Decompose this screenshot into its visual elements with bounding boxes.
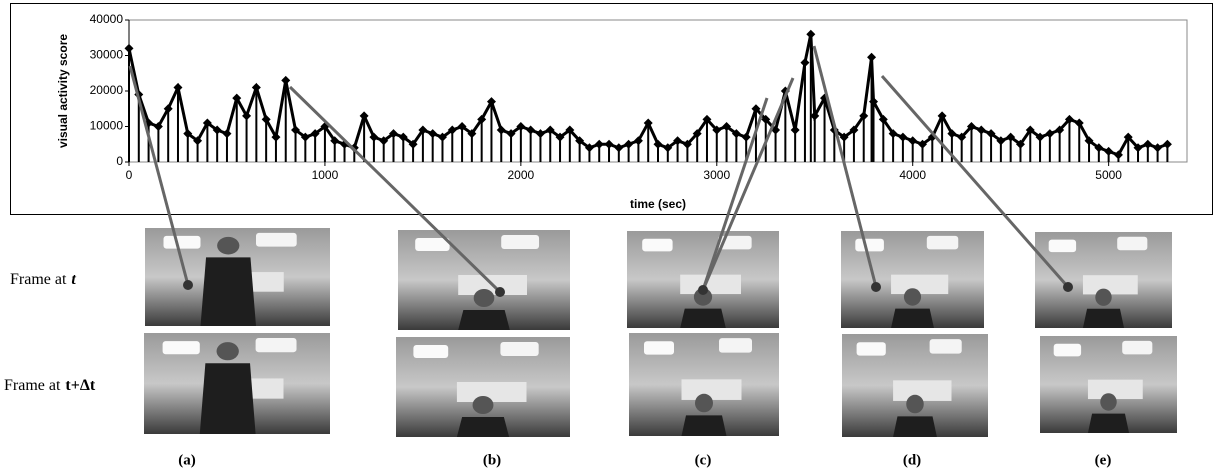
person-head (217, 237, 239, 255)
chart-frame (11, 4, 1213, 215)
figure: visual activity score time (sec) 0100002… (0, 0, 1215, 470)
ceiling-light (927, 236, 958, 250)
panel-label: (c) (695, 452, 712, 468)
x-tick-label: 2000 (508, 168, 535, 182)
ceiling-light (164, 236, 201, 249)
person-body (200, 363, 256, 434)
ceiling-light (256, 233, 297, 247)
y-tick-label: 20000 (90, 83, 124, 97)
row-label-var: t (71, 271, 76, 288)
wall (891, 275, 948, 294)
wall (457, 382, 527, 402)
panel-label: (b) (483, 452, 501, 468)
y-tick-label: 40000 (90, 12, 124, 26)
x-tick-label: 4000 (899, 168, 926, 182)
person-head (217, 342, 239, 360)
ceiling-light (501, 235, 539, 249)
ceiling-light (256, 338, 297, 352)
ceiling-light (1122, 341, 1152, 355)
x-tick-label: 1000 (312, 168, 339, 182)
x-tick-label: 0 (126, 168, 133, 182)
panel-label: (d) (903, 452, 921, 468)
ceiling-light (1054, 344, 1081, 357)
y-tick-label: 0 (116, 154, 123, 168)
ceiling-light (855, 239, 884, 252)
y-tick-label: 30000 (90, 48, 124, 62)
wall (1088, 380, 1143, 399)
ceiling-light (644, 341, 674, 354)
row-label-text: Frame at (4, 377, 61, 394)
person-body (458, 310, 510, 330)
y-tick-label: 10000 (90, 119, 124, 133)
person-body (680, 309, 726, 328)
person-head (904, 288, 921, 305)
ceiling-light (857, 342, 886, 355)
x-axis-title: time (sec) (630, 197, 686, 211)
person-head (474, 289, 495, 307)
ceiling-light (413, 345, 448, 358)
person-body (682, 415, 727, 436)
row-label-var: t+Δt (65, 377, 95, 394)
x-tick-label: 5000 (1095, 168, 1122, 182)
person-body (1088, 414, 1129, 433)
person-body (457, 417, 509, 437)
ceiling-light (1117, 237, 1147, 250)
ceiling-light (163, 341, 200, 354)
ceiling-light (415, 238, 449, 251)
person-body (893, 416, 937, 437)
row-label-text: Frame at (10, 271, 67, 288)
person-head (695, 394, 713, 413)
person-head (1095, 289, 1111, 306)
page: {"chart_data": {"type": "line", "x_label… (0, 0, 1215, 470)
wall (682, 379, 742, 400)
connector-dot (183, 280, 193, 290)
panel-label: (a) (178, 452, 196, 468)
connector-dot (871, 282, 881, 292)
x-tick-label: 3000 (703, 168, 730, 182)
person-body (1083, 309, 1124, 328)
person-head (473, 396, 494, 414)
wall (893, 380, 951, 401)
ceiling-light (500, 342, 538, 356)
person-body (891, 309, 934, 328)
ceiling-light (1049, 240, 1076, 252)
panel-label: (e) (1095, 452, 1112, 468)
wall (1083, 275, 1138, 294)
frames (144, 228, 1177, 437)
person-head (1100, 393, 1116, 410)
ceiling-light (930, 339, 962, 353)
ceiling-light (719, 338, 752, 352)
ceiling-light (642, 239, 672, 252)
wall (680, 275, 741, 294)
connector-dot (495, 287, 505, 297)
person-head (906, 395, 924, 414)
person-body (201, 257, 257, 326)
connector-dot (698, 285, 708, 295)
connector-dot (1063, 282, 1073, 292)
y-axis-title: visual activity score (56, 34, 70, 148)
